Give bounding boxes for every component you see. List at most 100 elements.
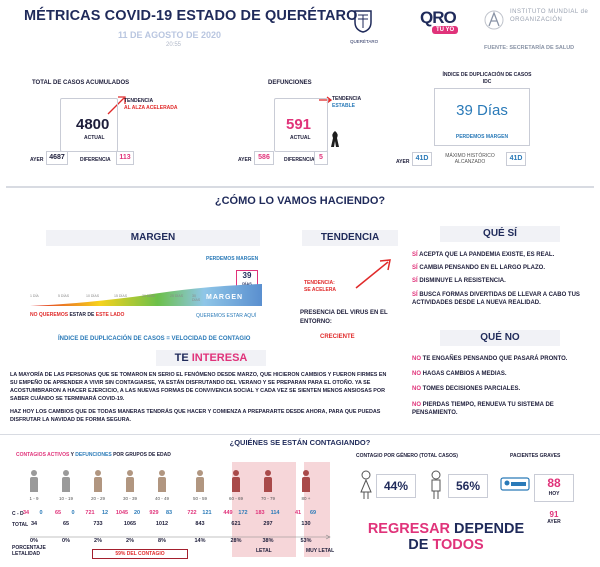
age-label: 50 - 59	[192, 496, 207, 501]
total-count: 733	[93, 521, 103, 527]
trend-flat-arrow-icon	[319, 96, 332, 104]
no-item-text: PIERDAS TIEMPO, RENUEVA TU SISTEMA DE PE…	[412, 402, 554, 416]
institute-name: INSTITUTO MUNDIAL de ORGANIZACIÓN	[510, 9, 589, 23]
contagion-note: 59% DEL CONTAGIO	[92, 549, 188, 559]
no-item-text: TOMES DECISIONES PARCIALES.	[422, 386, 521, 392]
person-head	[63, 470, 69, 476]
who-title: ¿QUIÉNES SE ESTÁN CONTAGIANDO?	[0, 434, 600, 447]
age-label: 40 - 49	[154, 496, 169, 501]
total-count: 130	[301, 521, 311, 527]
cases-yesterday-label: AYER	[30, 157, 44, 163]
age-label: 70 - 79	[260, 496, 275, 501]
lethality-pct: 53%	[300, 538, 312, 544]
total-count: 65	[62, 521, 70, 527]
institute-logo: INSTITUTO MUNDIAL de ORGANIZACIÓN	[484, 6, 596, 46]
deaths-yesterday: 586	[254, 151, 274, 165]
person-body	[94, 477, 102, 492]
trend-up-arrow-icon	[107, 96, 126, 115]
person-head	[31, 470, 37, 476]
slogan-line-1: REGRESAR DEPENDE	[356, 521, 536, 537]
not-want-b: ESTAR DE	[69, 312, 95, 318]
header: MÉTRICAS COVID-19 ESTADO DE QUERÉTARO 11…	[0, 0, 600, 58]
interest-title-b: INTERESA	[191, 352, 248, 364]
person-body	[196, 477, 204, 492]
death-count: 20	[133, 510, 141, 516]
idc-yesterday: 41D	[412, 152, 432, 166]
lethality-pct: 14%	[194, 538, 206, 544]
person-body	[232, 477, 240, 492]
death-count: 172	[238, 510, 248, 516]
age-label: 1 - 9	[29, 496, 39, 501]
no-item-key: NO	[412, 371, 421, 377]
no-item-key: NO	[412, 402, 421, 408]
cases-yesterday: 4687	[46, 151, 68, 165]
person-head	[303, 470, 309, 476]
deaths-trend-text: ESTABLE	[332, 103, 355, 109]
cases-trend-label: TENDENCIA	[124, 98, 154, 104]
total-count: 621	[231, 521, 241, 527]
deaths-diff-label: DIFERENCIA	[284, 157, 315, 163]
legend-deaths: DEFUNCIONES	[75, 452, 112, 458]
age-legend: CONTAGIOS ACTIVOS Y DEFUNCIONES POR GRUP…	[16, 452, 171, 458]
person-icon	[59, 470, 73, 492]
cases-diff: 113	[116, 151, 134, 165]
margin-title: MARGEN	[46, 230, 260, 246]
no-item-key: NO	[412, 356, 421, 362]
lethality-pct: 8%	[158, 538, 166, 544]
severe-yesterday-label: AYER	[547, 519, 561, 525]
age-label: 60 - 69	[228, 496, 243, 501]
yes-item: SÍ BUSCA FORMAS DIVERTIDAS DE LLEVAR A C…	[412, 291, 592, 307]
person-head	[197, 470, 203, 476]
person-icon	[27, 470, 41, 492]
yes-item-text: BUSCA FORMAS DIVERTIDAS DE LLEVAR A CABO…	[412, 292, 580, 306]
lethality-pct: 0%	[62, 538, 70, 544]
person-body	[126, 477, 134, 492]
active-count: 721	[85, 510, 95, 516]
presence-label: PRESENCIA DEL VIRUS EN EL ENTORNO:	[300, 310, 388, 325]
deaths-value: 591	[286, 116, 312, 133]
lethal-label: LETAL	[256, 548, 272, 554]
person-body	[302, 477, 310, 492]
trend-text-b: SE ACELERA	[304, 287, 337, 293]
death-count: 114	[270, 510, 280, 516]
row-pct-label: PORCENTAJE LETALIDAD	[12, 545, 46, 557]
no-item: NO PIERDAS TIEMPO, RENUEVA TU SISTEMA DE…	[412, 401, 592, 417]
want-text: QUEREMOS ESTAR AQUÍ	[196, 313, 257, 319]
yes-list: SÍ ACEPTA QUE LA PANDEMIA EXISTE, ES REA…	[412, 252, 592, 307]
total-count: 843	[195, 521, 205, 527]
no-title: QUÉ NO	[440, 330, 560, 346]
margin-gradient-ramp	[30, 284, 262, 306]
interest-paragraph-2: HAZ HOY LOS CAMBIOS QUE DE TODAS MANERAS…	[10, 409, 381, 423]
deaths-label: DEFUNCIONES	[268, 80, 312, 86]
idc-code: IDC	[482, 79, 492, 85]
male-icon	[431, 470, 441, 499]
person-body	[30, 477, 38, 492]
queretaro-logo-text: QUERÉTARO	[350, 39, 379, 44]
no-item: NO TE ENGAÑES PENSANDO QUE PASARÁ PRONTO…	[412, 356, 592, 362]
no-item: NO TOMES DECISIONES PARCIALES.	[412, 386, 592, 392]
severe-today-box: 88 HOY	[534, 474, 574, 502]
person-head	[233, 470, 239, 476]
report-time: 20:55	[166, 42, 182, 48]
trend-title: TENDENCIA	[302, 230, 398, 246]
qro-logo: QRO TÚ YO	[420, 8, 466, 40]
age-label: 10 - 19	[58, 496, 73, 501]
active-count: 449	[223, 510, 233, 516]
person-body	[62, 477, 70, 492]
scale-tick: 20 DÍAS	[142, 294, 156, 298]
female-icon	[360, 470, 372, 499]
death-count: 12	[101, 510, 109, 516]
cases-frame	[60, 98, 118, 152]
deaths-trend-label: TENDENCIA	[332, 96, 362, 102]
no-item-text: HAGAS CAMBIOS A MEDIAS.	[422, 371, 507, 377]
idc-sub: PERDEMOS MARGEN	[455, 134, 509, 140]
person-icon	[123, 470, 137, 492]
presence-value: CRECIENTE	[320, 334, 355, 340]
death-count: 83	[165, 510, 173, 516]
lethality-pct: 2%	[126, 538, 134, 544]
margin-badge-unit: DÍAS	[242, 281, 252, 286]
interest-paragraph-1: LA MAYORÍA DE LAS PERSONAS QUE SE TOMARO…	[10, 372, 387, 402]
yes-item-text: CAMBIA PENSANDO EN EL LARGO PLAZO.	[419, 265, 546, 271]
person-icon	[155, 470, 169, 492]
total-count: 34	[30, 521, 38, 527]
